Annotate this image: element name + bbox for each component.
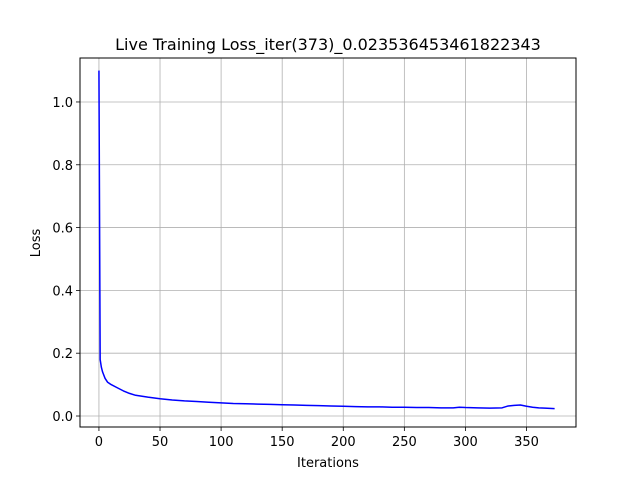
x-tick-label: 150	[270, 435, 295, 450]
x-tick-label: 300	[453, 435, 478, 450]
x-tick-label: 100	[209, 435, 234, 450]
axis-ticks: 0 50 100 150 200 250 300 350 0.0 0.2 0.4 0.6 0.8 1.0	[52, 96, 539, 450]
y-tick-label: 0.6	[52, 222, 73, 237]
x-tick-label: 200	[331, 435, 356, 450]
x-tick-label: 250	[392, 435, 417, 450]
y-tick-label: 0.2	[52, 347, 73, 362]
y-tick-label: 0.8	[52, 159, 73, 174]
y-tick-label: 0.4	[52, 284, 73, 299]
x-tick-label: 0	[95, 435, 103, 450]
plot-frame	[79, 57, 577, 428]
x-tick-label: 50	[152, 435, 169, 450]
x-tick-label: 350	[514, 435, 539, 450]
loss-series-line	[98, 70, 555, 410]
y-tick-label: 0.0	[52, 410, 73, 425]
y-tick-label: 1.0	[52, 96, 73, 111]
grid	[80, 58, 576, 427]
series-layer	[98, 70, 555, 410]
x-axis-label: Iterations	[297, 456, 359, 471]
y-axis-label: Loss	[29, 229, 44, 258]
chart-title: Live Training Loss_iter(373)_0.023536453…	[115, 35, 541, 55]
